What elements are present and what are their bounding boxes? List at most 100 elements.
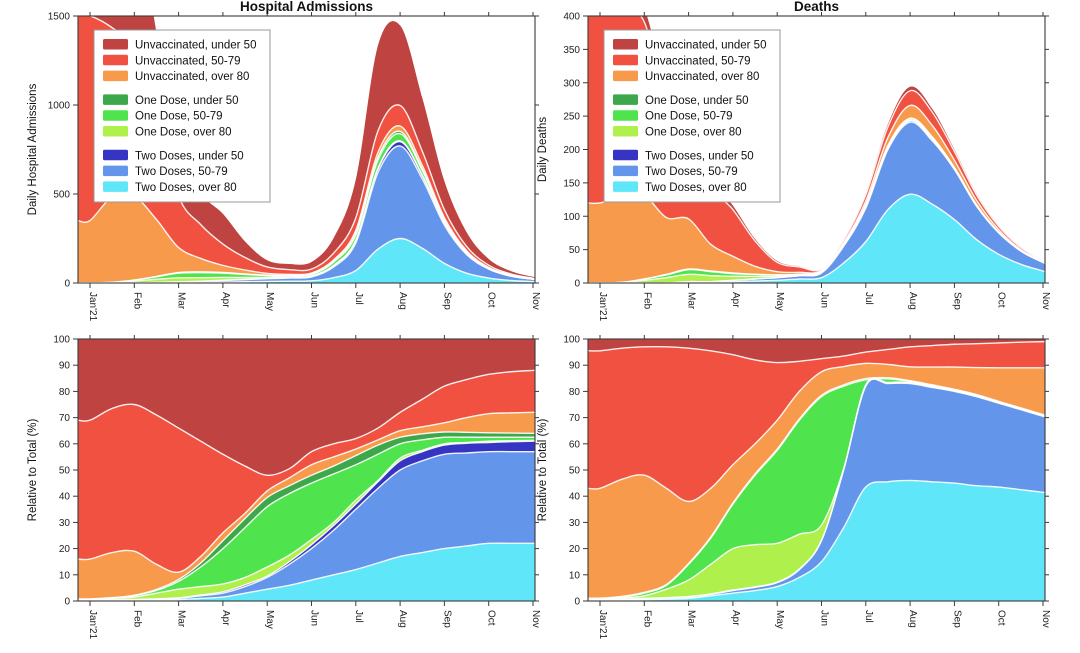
area-unvax_50_79 (588, 341, 1045, 502)
y-tick-label: 50 (569, 466, 581, 477)
legend-swatch-one_under50 (103, 94, 128, 105)
legend-swatch-one_50_79 (613, 110, 638, 121)
y-tick-label: 0 (574, 597, 580, 608)
y-tick-label: 400 (563, 12, 580, 23)
x-tick-label: Jul (353, 292, 364, 305)
y-tick-label: 60 (569, 439, 581, 450)
y-tick-label: 0 (64, 597, 70, 608)
x-tick-label: Aug (907, 292, 918, 310)
boundary-two_under50 (78, 440, 535, 601)
x-tick-label: Feb (131, 292, 142, 310)
area-two_50_79 (78, 145, 535, 283)
y-tick-label: 70 (59, 413, 71, 424)
x-tick-label: Jun (819, 292, 830, 308)
legend-swatch-unvax_under50 (613, 39, 638, 50)
legend-label-two_50_79: Two Doses, 50-79 (135, 166, 228, 178)
boundary-one_50_79 (78, 436, 535, 600)
boundary-one_under50 (78, 130, 535, 283)
y-tick-label: 20 (569, 544, 581, 555)
legend-box: Unvaccinated, under 50 Unvaccinated, 50-7… (603, 29, 781, 203)
y-tick-label: 0 (64, 279, 70, 290)
area-unvax_50_79 (78, 370, 535, 573)
x-tick-label: Apr (730, 610, 741, 626)
area-two_50_79 (78, 451, 535, 601)
x-tick-label: May (774, 610, 785, 629)
area-unvax_under50 (78, 339, 535, 476)
plot-area-deaths (588, 16, 1045, 283)
boundary-unvax_over80 (78, 411, 535, 574)
y-tick-label: 20 (59, 544, 71, 555)
x-tick-label: Nov (530, 610, 541, 628)
y-tick-label: 250 (563, 112, 580, 123)
y-tick-label: 50 (59, 466, 71, 477)
y-tick-label: 200 (563, 145, 580, 156)
area-unvax_under50 (588, 339, 1045, 363)
area-unvax_over80 (78, 412, 535, 599)
area-one_50_79 (588, 377, 1045, 600)
x-tick-label: Jan'21 (87, 292, 98, 322)
chart-hospital-admissions-relative: Jan'21 Feb Mar Apr May Jun Jul Aug Sep Oct Nov 0 10 2… (27, 335, 541, 640)
legend-label-one_under50: One Dose, under 50 (135, 95, 239, 107)
y-axis-label: Relative to Total (%) (537, 418, 549, 521)
area-two_over80 (78, 543, 535, 601)
legend-swatch-two_over80 (103, 181, 128, 192)
x-tick-label: Mar (686, 292, 697, 310)
x-tick-label: Nov (1040, 292, 1051, 310)
legend-label-one_50_79: One Dose, 50-79 (135, 111, 223, 123)
x-tick-label: May (264, 292, 275, 311)
legend-swatch-unvax_50_79 (103, 54, 128, 66)
y-tick-label: 50 (569, 245, 581, 256)
boundary-unvax_50_79 (588, 340, 1045, 364)
x-tick-label: Apr (220, 610, 231, 626)
legend-label-unvax_50_79: Unvaccinated, 50-79 (135, 55, 240, 67)
x-tick-label: Sep (951, 292, 962, 310)
y-tick-label: 10 (59, 570, 71, 581)
area-two_over80 (588, 194, 1045, 283)
boundary-two_over80 (588, 479, 1045, 601)
area-two_over80 (588, 480, 1045, 601)
legend-swatch-unvax_over80 (103, 70, 128, 82)
y-tick-label: 100 (563, 335, 580, 346)
legend-swatch-unvax_under50 (103, 39, 128, 50)
x-tick-label: Jan'21 (87, 610, 98, 640)
y-tick-label: 40 (59, 492, 71, 503)
y-tick-label: 350 (563, 45, 580, 56)
x-tick-label: Feb (131, 610, 142, 628)
area-unvax_over80 (588, 105, 1045, 283)
legend-swatch-two_50_79 (103, 165, 128, 177)
y-tick-label: 500 (53, 190, 70, 201)
legend-swatch-one_50_79 (103, 110, 128, 121)
legend-label-one_50_79: One Dose, 50-79 (645, 111, 733, 123)
chart-deaths: Jan'21 Feb Mar Apr May Jun Jul Aug Sep Oct Nov 0 50 1… (537, 0, 1051, 322)
y-axis-label: Daily Hospital Admissions (27, 83, 39, 215)
x-tick-label: Sep (951, 610, 962, 628)
y-tick-label: 300 (563, 78, 580, 89)
boundary-one_under50 (588, 376, 1045, 599)
legend-label-one_over80: One Dose, over 80 (135, 127, 232, 139)
y-axis-label: Relative to Total (%) (27, 418, 39, 521)
x-tick-label: Feb (641, 292, 652, 310)
x-tick-label: Nov (530, 292, 541, 310)
y-tick-label: 100 (53, 335, 70, 346)
area-one_50_79 (78, 437, 535, 600)
legend-label-two_over80: Two Doses, over 80 (645, 182, 747, 194)
x-tick-label: Sep (441, 610, 452, 628)
y-tick-label: 150 (563, 178, 580, 189)
x-tick-label: Jun (309, 610, 320, 626)
area-two_50_79 (588, 122, 1045, 283)
chart-hospital-admissions: Jan'21 Feb Mar Apr May Jun Jul Aug Sep Oct Nov 0 500… (27, 0, 541, 322)
y-tick-label: 10 (569, 570, 581, 581)
x-tick-label: Feb (641, 610, 652, 628)
legend-swatch-two_under50 (103, 149, 128, 161)
area-two_over80 (78, 238, 535, 283)
y-tick-label: 0 (574, 279, 580, 290)
legend-label-unvax_50_79: Unvaccinated, 50-79 (645, 55, 750, 67)
legend-swatch-one_over80 (103, 126, 128, 137)
x-tick-label: Mar (176, 610, 187, 628)
y-tick-label: 80 (569, 387, 581, 398)
x-tick-label: Oct (996, 610, 1007, 626)
legend-swatch-unvax_50_79 (613, 54, 638, 66)
x-tick-label: Jun (819, 610, 830, 626)
